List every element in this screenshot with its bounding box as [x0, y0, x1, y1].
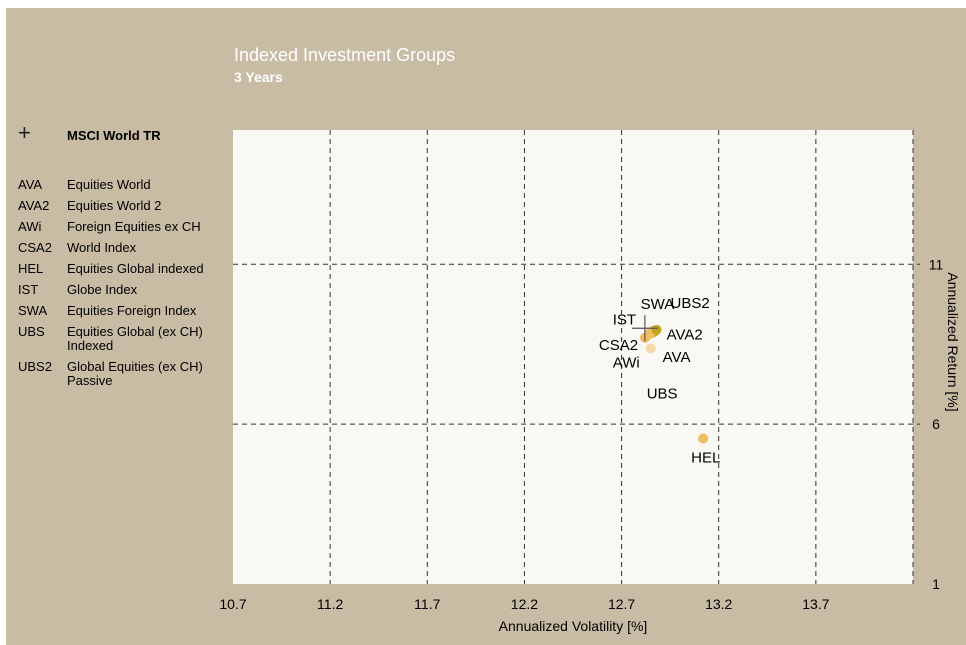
y-axis-label: Annualized Return [%] [945, 272, 961, 411]
x-tick-label: 11.2 [317, 596, 343, 612]
benchmark-symbol: + [18, 120, 31, 145]
benchmark-label: MSCI World TR [67, 128, 161, 143]
x-tick-label: 11.7 [414, 596, 440, 612]
data-point-ubs [645, 343, 656, 354]
legend-code: AWi [18, 219, 42, 234]
legend-description: Equities World 2 [67, 198, 162, 213]
grid-lines [233, 130, 920, 584]
plot-area [233, 130, 913, 584]
legend-description: Globe Index [67, 282, 138, 297]
legend-description: Equities Foreign Index [67, 303, 197, 318]
x-tick-label: 12.2 [511, 596, 538, 612]
legend-code: HEL [18, 261, 44, 276]
legend-description: Foreign Equities ex CH [67, 219, 201, 234]
x-tick-label: 12.7 [608, 596, 635, 612]
chart-title: Indexed Investment Groups [234, 45, 456, 65]
legend-item-swa: SWA Equities Foreign Index [18, 304, 228, 318]
chart-subtitle: 3 Years [234, 69, 283, 85]
x-axis-label: Annualized Volatility [%] [499, 618, 648, 634]
legend-code: CSA2 [18, 240, 52, 255]
legend-code: SWA [18, 303, 48, 318]
data-point-ubs2 [651, 324, 662, 335]
legend-code: AVA2 [18, 198, 50, 213]
legend-description: Equities Global (ex CH) Indexed [67, 324, 203, 353]
legend-item-ubs2: UBS2 Global Equities (ex CH) Passive [18, 360, 228, 388]
legend-description: Equities Global indexed [67, 261, 204, 276]
legend-description: World Index [67, 240, 137, 255]
x-tick-label: 13.2 [705, 596, 732, 612]
legend-item-awi: AWi Foreign Equities ex CH [18, 220, 228, 234]
legend-code: AVA [18, 177, 43, 192]
x-tick-label: 10.7 [219, 596, 246, 612]
point-label-ubs: UBS [647, 385, 678, 402]
y-tick-label: 11 [929, 256, 944, 272]
legend-item-ist: IST Globe Index [18, 283, 228, 297]
point-label-ubs2: UBS2 [671, 295, 710, 312]
legend-item-ava: AVA Equities World [18, 178, 228, 192]
point-label-ist: IST [613, 311, 636, 328]
x-tick-label: 13.7 [802, 596, 829, 612]
x-tick-labels: 10.7 11.2 11.7 12.2 12.7 13.2 13.7 [219, 596, 829, 612]
legend-item-csa2: CSA2 World Index [18, 241, 228, 255]
point-label-hel: HEL [691, 450, 720, 467]
point-label-ava2: AVA2 [667, 326, 703, 343]
point-label-csa2: CSA2 [599, 337, 638, 354]
legend-item-ubs: UBS Equities Global (ex CH) Indexed [18, 325, 228, 353]
legend-code: IST [18, 282, 39, 297]
legend-item-ava2: AVA2 Equities World 2 [18, 199, 228, 213]
legend-code: UBS [18, 324, 45, 339]
legend-code: UBS2 [18, 359, 52, 374]
data-point-hel [698, 433, 709, 444]
legend-description: Equities World [67, 177, 151, 192]
legend-description: Global Equities (ex CH) Passive [67, 359, 203, 388]
y-tick-label: 1 [932, 576, 940, 592]
point-label-awi: AWi [613, 355, 640, 372]
point-label-ava: AVA [663, 349, 691, 366]
point-label-swa: SWA [641, 296, 675, 313]
legend: AVA Equities World AVA2 Equities World 2 AWi… [18, 178, 228, 395]
legend-item-hel: HEL Equities Global indexed [18, 262, 228, 276]
y-tick-label: 6 [932, 416, 940, 432]
data-points [631, 315, 709, 444]
